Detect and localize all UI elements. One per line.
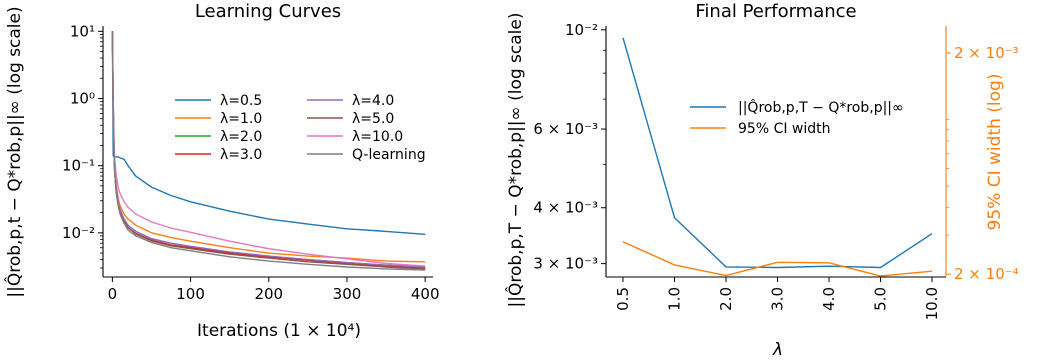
final-performance-title: Final Performance — [695, 1, 856, 22]
final-performance-x-label: λ — [772, 340, 783, 360]
learning-curves-x-tick-label: 200 — [254, 285, 283, 303]
legend-label: λ=5.0 — [352, 111, 394, 127]
final-performance-y-label: ||Q̂rob,p,T − Q*rob,p||∞ (log scale) — [505, 13, 526, 308]
final-performance-line-0 — [622, 37, 933, 269]
final-performance-y-tick-label: 4 × 10⁻³ — [533, 199, 598, 217]
legend-label: ||Q̂rob,p,T − Q*rob,p||∞ — [738, 99, 904, 116]
final-performance-x-tick-label: 1.0 — [666, 287, 684, 311]
legend-label: 95% CI width — [738, 121, 831, 137]
learning-curves-title: Learning Curves — [195, 1, 341, 22]
legend-label: λ=1.0 — [220, 111, 262, 127]
final-performance-x-tick-label: 0.5 — [614, 287, 632, 311]
learning-curves-y-label: ||Q̂rob,p,t − Q*rob,p||∞ (log scale) — [4, 6, 25, 297]
final-performance-x-tick-label: 2.0 — [717, 287, 735, 311]
learning-curves-x-label: Iterations (1 × 10⁴) — [197, 321, 361, 341]
final-performance-y-tick-label: 6 × 10⁻³ — [533, 120, 598, 138]
final-performance-y2-label: 95% CI width (log) — [985, 74, 1005, 231]
final-performance-y-tick-label: 10⁻² — [565, 21, 598, 39]
legend-label: Q-learning — [352, 147, 426, 163]
final-performance-y2-tick-label: 2 × 10⁻³ — [954, 44, 1019, 62]
learning-curves-x-tick-label: 100 — [176, 285, 205, 303]
learning-curves-y-tick-label: 10⁻² — [62, 224, 95, 242]
final-performance-x-tick-label: 4.0 — [820, 287, 838, 311]
learning-curves-legend: λ=0.5 λ=1.0 λ=2.0 λ=3.0 λ=4.0 λ=5.0 λ=10.0 Q-le… — [175, 93, 426, 163]
learning-curves-y-tick-label: 10⁰ — [70, 89, 95, 107]
learning-curves-x-tick-label: 0 — [108, 285, 118, 303]
final-performance-x-tick-label: 3.0 — [769, 287, 787, 311]
legend-label: λ=3.0 — [220, 147, 262, 163]
legend-label: λ=4.0 — [352, 93, 394, 109]
final-performance-line-1 — [622, 241, 933, 277]
legend-label: λ=0.5 — [220, 93, 262, 109]
legend-label: λ=2.0 — [220, 129, 262, 145]
final-performance-panel: Final Performance 0.5 1.0 2.0 3.0 4.0 5.0 10.0… — [505, 1, 1019, 360]
final-performance-y-tick-label: 3 × 10⁻³ — [533, 255, 598, 273]
final-performance-x-tick-label: 5.0 — [872, 287, 890, 311]
learning-curves-x-tick-label: 400 — [411, 285, 440, 303]
final-performance-legend: ||Q̂rob,p,T − Q*rob,p||∞ 95% CI width — [690, 99, 904, 137]
learning-curves-y-tick-label: 10¹ — [70, 22, 95, 40]
learning-curves-panel: Learning Curves 0 100 200 300 400 10⁻² 10⁻¹ 10… — [4, 1, 440, 341]
learning-curves-y-tick-label: 10⁻¹ — [62, 157, 95, 175]
final-performance-y2-tick-label: 2 × 10⁻⁴ — [954, 265, 1019, 283]
final-performance-x-tick-label: 10.0 — [923, 287, 941, 320]
learning-curves-x-tick-label: 300 — [333, 285, 362, 303]
legend-label: λ=10.0 — [352, 129, 403, 145]
learning-curve-line-7 — [111, 31, 426, 271]
